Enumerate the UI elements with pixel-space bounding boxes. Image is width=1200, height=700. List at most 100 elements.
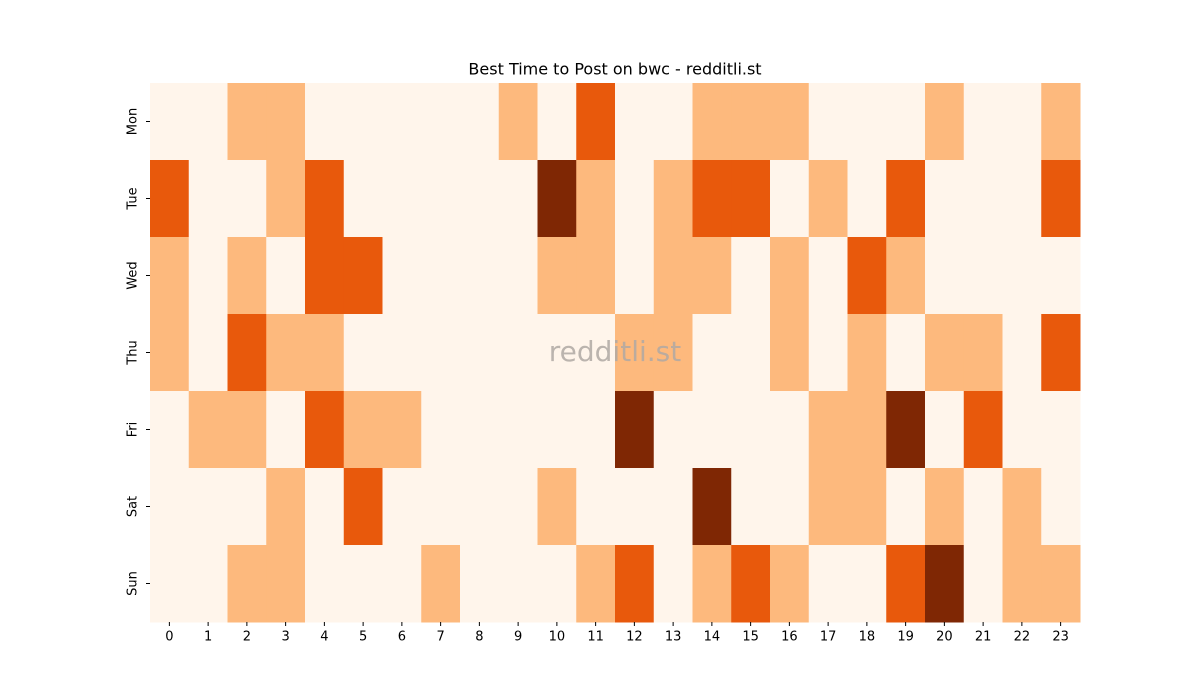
heatmap-cell (653, 545, 693, 623)
heatmap-cell (343, 160, 383, 238)
heatmap-cell (343, 545, 383, 623)
heatmap-cell (1041, 314, 1081, 392)
heatmap-cell (1041, 545, 1081, 623)
heatmap-cell (227, 160, 267, 238)
heatmap-cell (576, 160, 616, 238)
heatmap-cell (847, 160, 887, 238)
y-tick-label: Fri (126, 422, 141, 438)
heatmap-cell (770, 468, 810, 546)
heatmap-cell (150, 160, 190, 238)
heatmap-cell (653, 468, 693, 546)
heatmap-cell (653, 391, 693, 469)
heatmap-cell (498, 314, 538, 392)
x-tick-label: 6 (398, 630, 406, 645)
heatmap-cell (421, 468, 461, 546)
heatmap-cell (886, 83, 926, 161)
heatmap-cell (343, 468, 383, 546)
x-tick-label: 19 (897, 630, 914, 645)
heatmap-cell (498, 545, 538, 623)
heatmap-cell (305, 391, 345, 469)
heatmap-cell (576, 237, 616, 315)
heatmap-cell (188, 237, 228, 315)
heatmap-cell (1002, 83, 1042, 161)
y-tick-label: Mon (126, 108, 141, 135)
heatmap-cell (653, 160, 693, 238)
heatmap-cell (382, 314, 422, 392)
x-tick-label: 15 (742, 630, 759, 645)
heatmap-cell (731, 391, 771, 469)
heatmap-cell (382, 391, 422, 469)
heatmap-cell (731, 237, 771, 315)
x-tick-label: 23 (1052, 630, 1069, 645)
heatmap-cells (150, 83, 1081, 623)
heatmap-cell (1041, 468, 1081, 546)
heatmap-cell (653, 83, 693, 161)
heatmap-cell (421, 237, 461, 315)
heatmap-cell (537, 391, 577, 469)
heatmap-cell (1002, 468, 1042, 546)
heatmap-cell (1041, 160, 1081, 238)
heatmap-cell (808, 391, 848, 469)
heatmap-cell (692, 237, 732, 315)
heatmap-cell (150, 468, 190, 546)
heatmap-cell (886, 391, 926, 469)
heatmap-cell (653, 314, 693, 392)
heatmap-cell (770, 83, 810, 161)
heatmap-cell (770, 160, 810, 238)
heatmap-cell (266, 391, 306, 469)
heatmap-cell (460, 545, 500, 623)
heatmap-cell (692, 160, 732, 238)
heatmap-cell (770, 391, 810, 469)
heatmap-cell (150, 314, 190, 392)
x-tick-label: 5 (359, 630, 367, 645)
heatmap-cell (227, 237, 267, 315)
heatmap-cell (188, 83, 228, 161)
heatmap-cell (150, 391, 190, 469)
heatmap-cell (266, 545, 306, 623)
heatmap-cell (305, 468, 345, 546)
heatmap-cell (847, 468, 887, 546)
heatmap-cell (770, 314, 810, 392)
heatmap-cell (847, 391, 887, 469)
heatmap-cell (731, 314, 771, 392)
y-tick-label: Wed (126, 261, 141, 289)
heatmap-cell (886, 237, 926, 315)
heatmap-cell (576, 468, 616, 546)
heatmap-cell (808, 160, 848, 238)
heatmap-cell (305, 314, 345, 392)
heatmap-cell (615, 545, 655, 623)
heatmap-cell (963, 545, 1003, 623)
heatmap-cell (615, 160, 655, 238)
heatmap-cell (576, 83, 616, 161)
heatmap-cell (1002, 314, 1042, 392)
x-tick-label: 13 (665, 630, 682, 645)
heatmap-cell (615, 391, 655, 469)
heatmap-cell (537, 545, 577, 623)
heatmap-cell (886, 314, 926, 392)
heatmap-cell (382, 237, 422, 315)
heatmap-cell (1041, 391, 1081, 469)
heatmap-cell (925, 391, 965, 469)
heatmap-cell (963, 468, 1003, 546)
heatmap-cell (150, 83, 190, 161)
heatmap-cell (382, 160, 422, 238)
heatmap-cell (498, 468, 538, 546)
heatmap-cell (382, 468, 422, 546)
heatmap-cell (537, 468, 577, 546)
heatmap-cell (343, 237, 383, 315)
heatmap-cell (1041, 237, 1081, 315)
heatmap-cell (886, 160, 926, 238)
heatmap-cell (576, 545, 616, 623)
heatmap-cell (266, 314, 306, 392)
heatmap-cell (963, 314, 1003, 392)
heatmap-cell (576, 391, 616, 469)
heatmap-cell (731, 160, 771, 238)
heatmap-cell (692, 83, 732, 161)
heatmap-cell (963, 391, 1003, 469)
heatmap-cell (808, 237, 848, 315)
heatmap-cell (615, 237, 655, 315)
x-tick-label: 11 (587, 630, 604, 645)
x-tick-label: 4 (320, 630, 328, 645)
heatmap-cell (770, 237, 810, 315)
